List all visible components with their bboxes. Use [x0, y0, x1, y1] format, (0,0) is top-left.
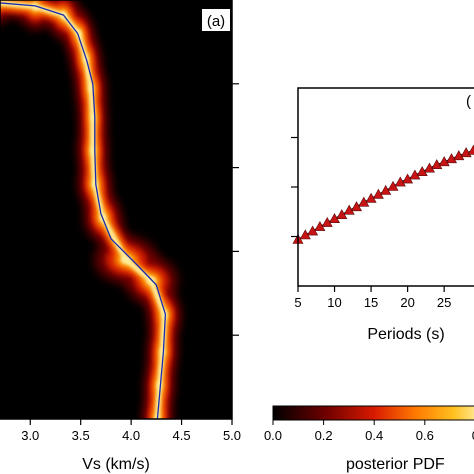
dispersion-point — [409, 169, 421, 180]
pdf-blob-3-6 — [90, 112, 95, 122]
panel-b-label: ( — [466, 93, 471, 110]
pdf-blob-3-7 — [90, 146, 96, 156]
dispersion-points — [292, 144, 474, 244]
pdf-blob-3-3 — [76, 29, 82, 38]
panel-a-x-axis-title: Vs (km/s) — [82, 456, 150, 473]
colorbar-gradient — [272, 405, 474, 421]
panel-b-x-tick-label: 25 — [437, 295, 451, 310]
colorbar-tick-label: 0 — [472, 428, 474, 443]
pdf-blob-3-10 — [120, 255, 133, 265]
dispersion-point — [438, 156, 450, 167]
panel-b-x-axis: 5 10 15 20 25 — [294, 286, 451, 310]
mean-velocity-model-line — [0, 2, 167, 419]
panel-a-right-ticks — [232, 83, 239, 336]
vs-profile-panel: 3.0 3.5 4.0 4.5 5.0 (a) Vs (km/s) — [0, 0, 241, 473]
colorbar: 0.0 0.2 0.4 0.6 0 posterior PDF — [264, 405, 474, 473]
colorbar-ticks: 0.0 0.2 0.4 0.6 0 — [264, 420, 474, 443]
pdf-blob-3-5 — [88, 83, 94, 93]
panel-b-x-tick-label: 15 — [364, 295, 378, 310]
colorbar-title: posterior PDF — [346, 456, 445, 473]
colorbar-tick-label: 0.2 — [315, 428, 333, 443]
dispersion-point — [343, 204, 355, 215]
panel-b-y-ticks — [291, 136, 298, 238]
pdf-blob-3-1 — [32, 2, 39, 12]
panel-b-x-axis-title: Periods (s) — [367, 326, 444, 343]
panel-b-x-tick-label: 20 — [400, 295, 414, 310]
panel-a-label: (a) — [207, 13, 225, 30]
dispersion-point — [445, 153, 458, 164]
dispersion-point — [431, 159, 443, 169]
panel-a-x-tick-label: 5.0 — [223, 428, 241, 443]
dispersion-panel: 5 10 15 20 25 ( Periods (s) — [291, 87, 474, 343]
panel-a-frame — [0, 0, 233, 420]
panel-b-x-tick-label: 10 — [327, 295, 341, 310]
dispersion-point — [453, 150, 465, 161]
panel-a-x-tick-label: 4.0 — [122, 428, 140, 443]
colorbar-tick-label: 0.4 — [365, 428, 383, 443]
panel-a-x-tick-label: 3.5 — [72, 428, 90, 443]
dispersion-point — [416, 166, 428, 176]
dispersion-point — [423, 162, 436, 173]
panel-a-x-tick-label: 4.5 — [173, 428, 191, 443]
dispersion-point — [394, 176, 406, 187]
dispersion-point — [467, 144, 474, 155]
colorbar-tick-label: 0.6 — [416, 428, 434, 443]
panel-b-x-tick-label: 5 — [294, 295, 301, 310]
colorbar-tick-label: 0.0 — [264, 428, 282, 443]
panel-a-x-tick-label: 3.0 — [21, 428, 39, 443]
panel-a-label-box — [202, 9, 230, 31]
panel-a-x-axis: 3.0 3.5 4.0 4.5 5.0 — [21, 419, 241, 443]
